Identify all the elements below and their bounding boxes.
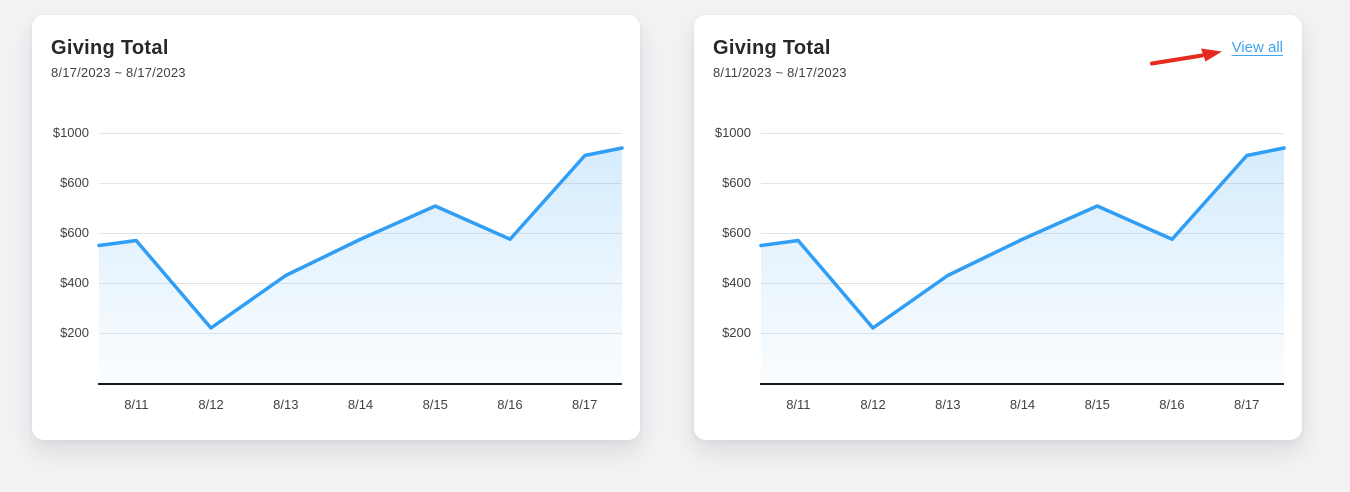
gridline: [99, 233, 622, 234]
y-tick-label: $600: [60, 175, 89, 190]
y-tick-label: $400: [60, 275, 89, 290]
series-line: [761, 148, 1284, 328]
gridline: [761, 183, 1284, 184]
gridline: [761, 133, 1284, 134]
y-tick-label: $200: [722, 325, 751, 340]
x-axis-line: [98, 383, 622, 385]
giving-series: [761, 133, 1284, 383]
gridline: [99, 183, 622, 184]
x-tick-label: 8/14: [1009, 397, 1036, 412]
x-tick-label: 8/11: [786, 397, 811, 412]
x-tick-label: 8/16: [497, 397, 523, 412]
giving-chart: [98, 133, 622, 385]
x-axis: 8/11 8/12 8/13 8/14 8/15 8/16 8/17: [761, 397, 1284, 412]
date-range: 8/17/2023 ~ 8/17/2023: [51, 65, 186, 80]
y-tick-label: $600: [722, 225, 751, 240]
x-axis: 8/11 8/12 8/13 8/14 8/15 8/16 8/17: [99, 397, 622, 412]
card-title: Giving Total: [51, 37, 169, 59]
x-tick-label: 8/14: [347, 397, 374, 412]
x-axis-line: [760, 383, 1284, 385]
red-arrow-icon: [1150, 48, 1222, 66]
gridline: [99, 133, 622, 134]
x-tick-label: 8/11: [124, 397, 149, 412]
y-tick-label: $1000: [52, 125, 89, 140]
x-tick-label: 8/13: [935, 397, 961, 412]
date-range: 8/11/2023 ~ 8/17/2023: [713, 65, 847, 80]
giving-total-card-right: Giving Total 8/11/2023 ~ 8/17/2023 View …: [694, 15, 1302, 440]
card-title: Giving Total: [713, 37, 831, 59]
giving-series: [99, 133, 622, 383]
y-tick-label: $600: [60, 225, 89, 240]
x-tick-label: 8/15: [1084, 397, 1110, 412]
series-area: [99, 148, 622, 383]
series-line: [99, 148, 622, 328]
x-tick-label: 8/17: [1234, 397, 1260, 412]
giving-chart: [760, 133, 1284, 385]
x-tick-label: 8/16: [1159, 397, 1185, 412]
gridline: [761, 233, 1284, 234]
x-tick-label: 8/17: [572, 397, 598, 412]
y-tick-label: $1000: [714, 125, 751, 140]
giving-total-card-left: Giving Total 8/17/2023 ~ 8/17/2023 $1000…: [32, 15, 640, 440]
view-all-link[interactable]: View all: [1231, 39, 1283, 56]
x-tick-label: 8/15: [422, 397, 448, 412]
x-tick-label: 8/13: [273, 397, 299, 412]
x-tick-label: 8/12: [860, 397, 886, 412]
series-area: [761, 148, 1284, 383]
x-tick-label: 8/12: [198, 397, 224, 412]
y-tick-label: $200: [60, 325, 89, 340]
y-tick-label: $400: [722, 275, 751, 290]
y-tick-label: $600: [722, 175, 751, 190]
